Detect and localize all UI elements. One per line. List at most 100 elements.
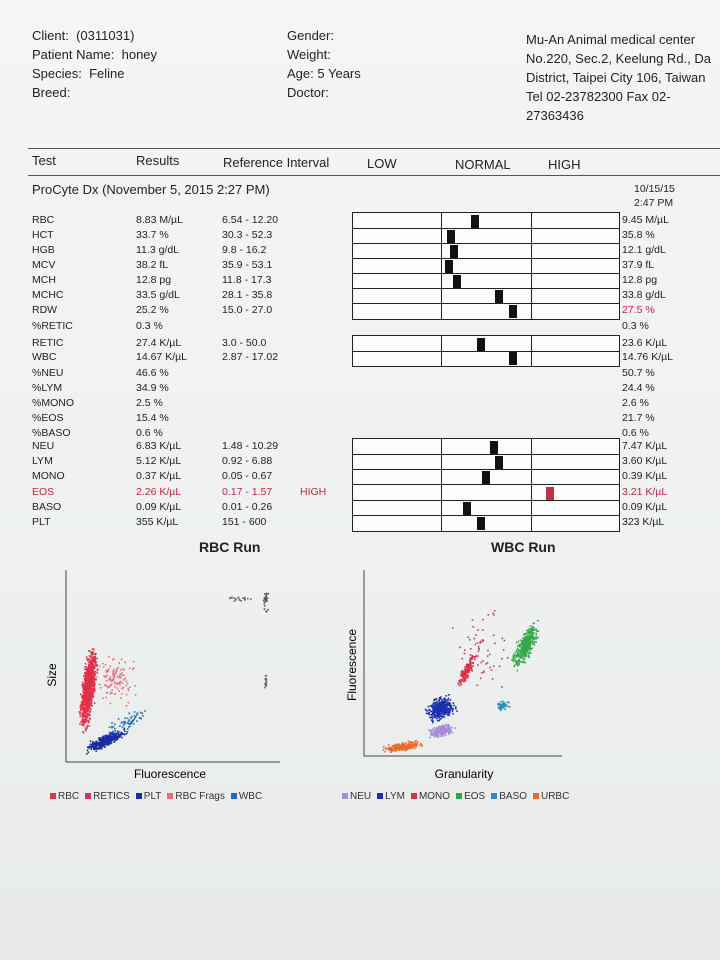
legend-swatch bbox=[456, 793, 463, 800]
previous-value: 37.9 fL bbox=[622, 259, 655, 271]
clinic-info: Mu-An Animal medical center No.220, Sec.… bbox=[526, 30, 711, 125]
previous-value: 7.47 K/µL bbox=[622, 440, 668, 452]
legend-label: LYM bbox=[385, 791, 405, 802]
result-row: LYM 5.12 K/µL 0.92 - 6.88 3.60 K/µL bbox=[32, 454, 692, 469]
reference-interval: 30.3 - 52.3 bbox=[222, 229, 273, 241]
legend-swatch bbox=[491, 793, 498, 800]
doctor-label: Doctor: bbox=[287, 85, 329, 100]
result-row: NEU 6.83 K/µL 1.48 - 10.29 7.47 K/µL bbox=[32, 439, 692, 454]
rbc-legend: RBC RETICS PLT RBC Frags WBC bbox=[44, 791, 262, 802]
rbc-scatter-plot: Fluorescence Size bbox=[45, 570, 280, 781]
previous-value: 0.6 % bbox=[622, 427, 649, 439]
gauge-marker bbox=[477, 338, 485, 351]
col-low: LOW bbox=[367, 156, 397, 171]
age-label: Age: bbox=[287, 66, 314, 81]
reference-interval: 0.17 - 1.57 bbox=[222, 486, 273, 498]
result-row: MCV 38.2 fL 35.9 - 53.1 37.9 fL bbox=[32, 258, 692, 273]
result-value: 5.12 K/µL bbox=[136, 455, 182, 467]
col-results: Results bbox=[136, 153, 180, 168]
reference-interval: 11.8 - 17.3 bbox=[222, 274, 272, 286]
legend-label: MONO bbox=[418, 791, 451, 802]
result-value: 11.3 g/dL bbox=[136, 244, 180, 256]
clinic-phone-2: 27363436 bbox=[526, 108, 584, 123]
reference-interval: 151 - 600 bbox=[222, 516, 267, 528]
test-name: MCV bbox=[32, 259, 56, 271]
test-name: NEU bbox=[32, 440, 55, 452]
result-row: %EOS 15.4 % 21.7 % bbox=[32, 411, 692, 426]
result-row: %BASO 0.6 % 0.6 % bbox=[32, 426, 692, 441]
client-value: (0311031) bbox=[76, 28, 135, 43]
gauge-row bbox=[353, 455, 619, 470]
result-value: 25.2 % bbox=[136, 304, 169, 316]
result-value: 33.7 % bbox=[136, 229, 169, 241]
gauge-marker bbox=[490, 441, 498, 454]
gauge-marker bbox=[471, 215, 479, 228]
gauge-marker bbox=[495, 290, 503, 303]
reference-interval: 0.92 - 6.88 bbox=[222, 455, 273, 467]
gauge-marker bbox=[546, 487, 554, 500]
reference-interval: 0.01 - 0.26 bbox=[222, 501, 273, 513]
rbc-plot-title: RBC Run bbox=[199, 539, 261, 555]
gauge-row bbox=[353, 244, 619, 259]
previous-value: 0.39 K/µL bbox=[622, 470, 668, 482]
result-value: 0.09 K/µL bbox=[136, 501, 182, 513]
result-value: 46.6 % bbox=[136, 367, 169, 379]
breed-label: Breed: bbox=[32, 85, 71, 100]
legend-swatch bbox=[135, 793, 142, 800]
patient-name-label: Patient Name: bbox=[32, 47, 115, 62]
gauge-divider bbox=[441, 336, 442, 366]
wbc-x-label: Granularity bbox=[435, 767, 494, 781]
gauge-divider bbox=[531, 439, 532, 531]
result-value: 0.37 K/µL bbox=[136, 470, 182, 482]
legend-label: BASO bbox=[499, 791, 527, 802]
run-title: ProCyte Dx (November 5, 2015 2:27 PM) bbox=[32, 182, 270, 197]
test-name: WBC bbox=[32, 351, 57, 363]
previous-value: 35.8 % bbox=[622, 229, 655, 241]
legend-swatch bbox=[532, 793, 539, 800]
previous-date: 10/15/15 bbox=[634, 183, 675, 195]
rbc-x-label: Fluorescence bbox=[134, 767, 206, 781]
test-name: %MONO bbox=[32, 397, 74, 409]
reference-interval: 0.05 - 0.67 bbox=[222, 470, 273, 482]
test-name: MCHC bbox=[32, 289, 64, 301]
patient-info: Client: (0311031) Patient Name: honey Sp… bbox=[32, 26, 157, 102]
patient-name-value: honey bbox=[121, 47, 158, 62]
previous-value: 323 K/µL bbox=[622, 516, 665, 528]
gauge-row bbox=[353, 351, 619, 366]
previous-value: 21.7 % bbox=[622, 412, 655, 424]
test-name: %BASO bbox=[32, 427, 71, 439]
previous-value: 27.5 % bbox=[622, 304, 655, 316]
gauge-row bbox=[353, 516, 619, 531]
test-name: %NEU bbox=[32, 367, 64, 379]
test-name: RBC bbox=[32, 214, 55, 226]
gauge-group bbox=[352, 438, 620, 532]
previous-value: 33.8 g/dL bbox=[622, 289, 666, 301]
reference-interval: 1.48 - 10.29 bbox=[222, 440, 279, 452]
clinic-name: Mu-An Animal medical center bbox=[526, 32, 696, 47]
species-value: Feline bbox=[89, 66, 125, 81]
previous-value: 24.4 % bbox=[622, 382, 655, 394]
legend-swatch bbox=[342, 793, 348, 800]
test-name: HGB bbox=[32, 244, 55, 256]
result-row: EOS 2.26 K/µL 0.17 - 1.57 HIGH 3.21 K/µL bbox=[32, 485, 692, 500]
gauge-row bbox=[353, 259, 619, 274]
top-rule bbox=[28, 148, 720, 149]
result-row: HGB 11.3 g/dL 9.8 - 16.2 12.1 g/dL bbox=[32, 243, 692, 258]
col-normal: NORMAL bbox=[455, 157, 511, 172]
wbc-scatter-plot: Granularity Fluorescence bbox=[345, 570, 562, 781]
rbc-dots bbox=[78, 592, 270, 755]
reference-interval: 2.87 - 17.02 bbox=[222, 351, 279, 363]
wbc-legend: NEU LYM MONO EOS BASO URBC bbox=[336, 791, 569, 802]
previous-value: 12.8 pg bbox=[622, 274, 658, 286]
gauge-row bbox=[353, 337, 619, 352]
result-row: HCT 33.7 % 30.3 - 52.3 35.8 % bbox=[32, 228, 692, 243]
clinic-phone-1: Tel 02-23782300 Fax 02- bbox=[526, 89, 671, 104]
result-row: RBC 8.83 M/µL 6.54 - 12.20 9.45 M/µL bbox=[32, 213, 692, 228]
gauge-marker bbox=[509, 352, 517, 365]
gauge-group bbox=[352, 212, 620, 320]
test-name: %LYM bbox=[32, 382, 63, 394]
result-value: 38.2 fL bbox=[136, 259, 169, 271]
clinic-address-2: District, Taipei City 106, Taiwan bbox=[526, 70, 706, 85]
result-row: RETIC 27.4 K/µL 3.0 - 50.0 23.6 K/µL bbox=[32, 336, 692, 351]
header-rule bbox=[28, 175, 720, 176]
